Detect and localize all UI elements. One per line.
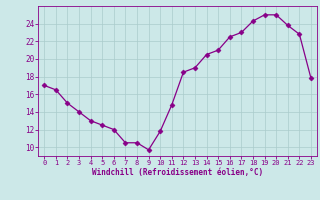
- X-axis label: Windchill (Refroidissement éolien,°C): Windchill (Refroidissement éolien,°C): [92, 168, 263, 177]
